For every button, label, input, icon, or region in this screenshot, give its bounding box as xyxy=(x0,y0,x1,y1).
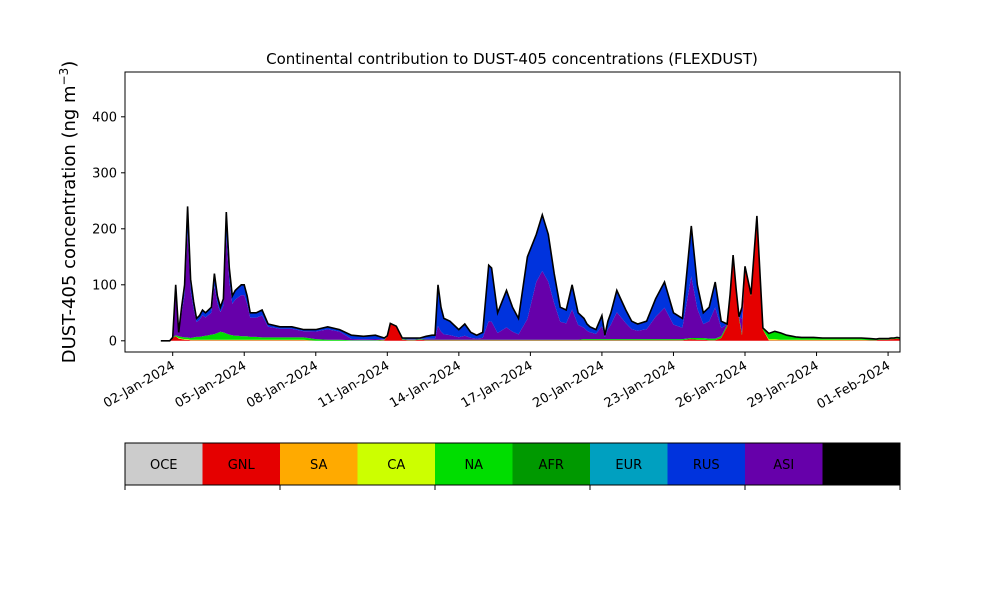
legend-swatch-gnl xyxy=(202,443,281,485)
legend-frame xyxy=(124,442,901,486)
y-axis-label: DUST-405 concentration (ng m−3) xyxy=(57,61,80,364)
area-rus xyxy=(160,206,900,341)
legend-swatch-sa xyxy=(280,443,358,485)
y-axis-label-unit: −3 xyxy=(57,68,71,86)
x-tick-label: 08-Jan-2024 xyxy=(244,358,321,411)
y-axis-label-main: DUST-405 concentration (ng m xyxy=(59,85,80,363)
legend-label-aus: AUS xyxy=(848,458,875,473)
legend-swatch-rus xyxy=(667,443,746,485)
legend-swatch-aus xyxy=(822,443,901,485)
y-tick-label: 200 xyxy=(92,222,117,237)
legend-label-na: NA xyxy=(464,458,483,473)
y-tick-label: 0 xyxy=(109,334,117,349)
area-asi xyxy=(160,215,900,341)
x-tick-label: 20-Jan-2024 xyxy=(530,358,607,411)
legend-swatch-ca xyxy=(357,443,436,485)
legend-label-asi: ASI xyxy=(773,458,794,473)
x-tick-label: 05-Jan-2024 xyxy=(173,358,250,411)
x-tick-label: 11-Jan-2024 xyxy=(316,358,393,411)
legend-colorbar: OCE GNL SA CA NA AFR EUR RUS ASI AUS xyxy=(124,442,901,490)
x-tick-label: 26-Jan-2024 xyxy=(673,358,750,411)
x-tick-label: 17-Jan-2024 xyxy=(459,358,536,411)
x-tick-label: 23-Jan-2024 xyxy=(602,358,679,411)
legend-swatch-asi xyxy=(745,443,823,485)
y-axis-label-close: ) xyxy=(59,61,80,68)
legend-label-sa: SA xyxy=(310,458,327,473)
legend-swatch-eur xyxy=(590,443,668,485)
legend-label-ca: CA xyxy=(387,458,405,473)
legend-label-afr: AFR xyxy=(539,458,564,473)
y-tick-label: 400 xyxy=(92,110,117,125)
x-tick-label: 02-Jan-2024 xyxy=(101,358,178,411)
plot-frame xyxy=(124,71,901,353)
legend-label-eur: EUR xyxy=(615,458,642,473)
legend-swatch-oce xyxy=(125,443,203,485)
chart-title: Continental contribution to DUST-405 con… xyxy=(266,50,758,68)
x-tick-label: 01-Feb-2024 xyxy=(815,358,894,412)
total-line xyxy=(160,206,900,342)
y-axis: 0 100 200 300 400 xyxy=(92,110,125,349)
y-tick-label: 300 xyxy=(92,166,117,181)
legend-swatch-afr xyxy=(512,443,591,485)
legend-label-gnl: GNL xyxy=(228,458,256,473)
y-tick-label: 100 xyxy=(92,278,117,293)
x-axis: 02-Jan-202405-Jan-202408-Jan-202411-Jan-… xyxy=(101,352,893,412)
plot-area xyxy=(160,206,900,342)
legend-swatch-na xyxy=(435,443,513,485)
x-tick-label: 29-Jan-2024 xyxy=(745,358,822,411)
legend-label-oce: OCE xyxy=(150,458,178,473)
legend-label-rus: RUS xyxy=(693,458,720,473)
x-tick-label: 14-Jan-2024 xyxy=(387,358,464,411)
